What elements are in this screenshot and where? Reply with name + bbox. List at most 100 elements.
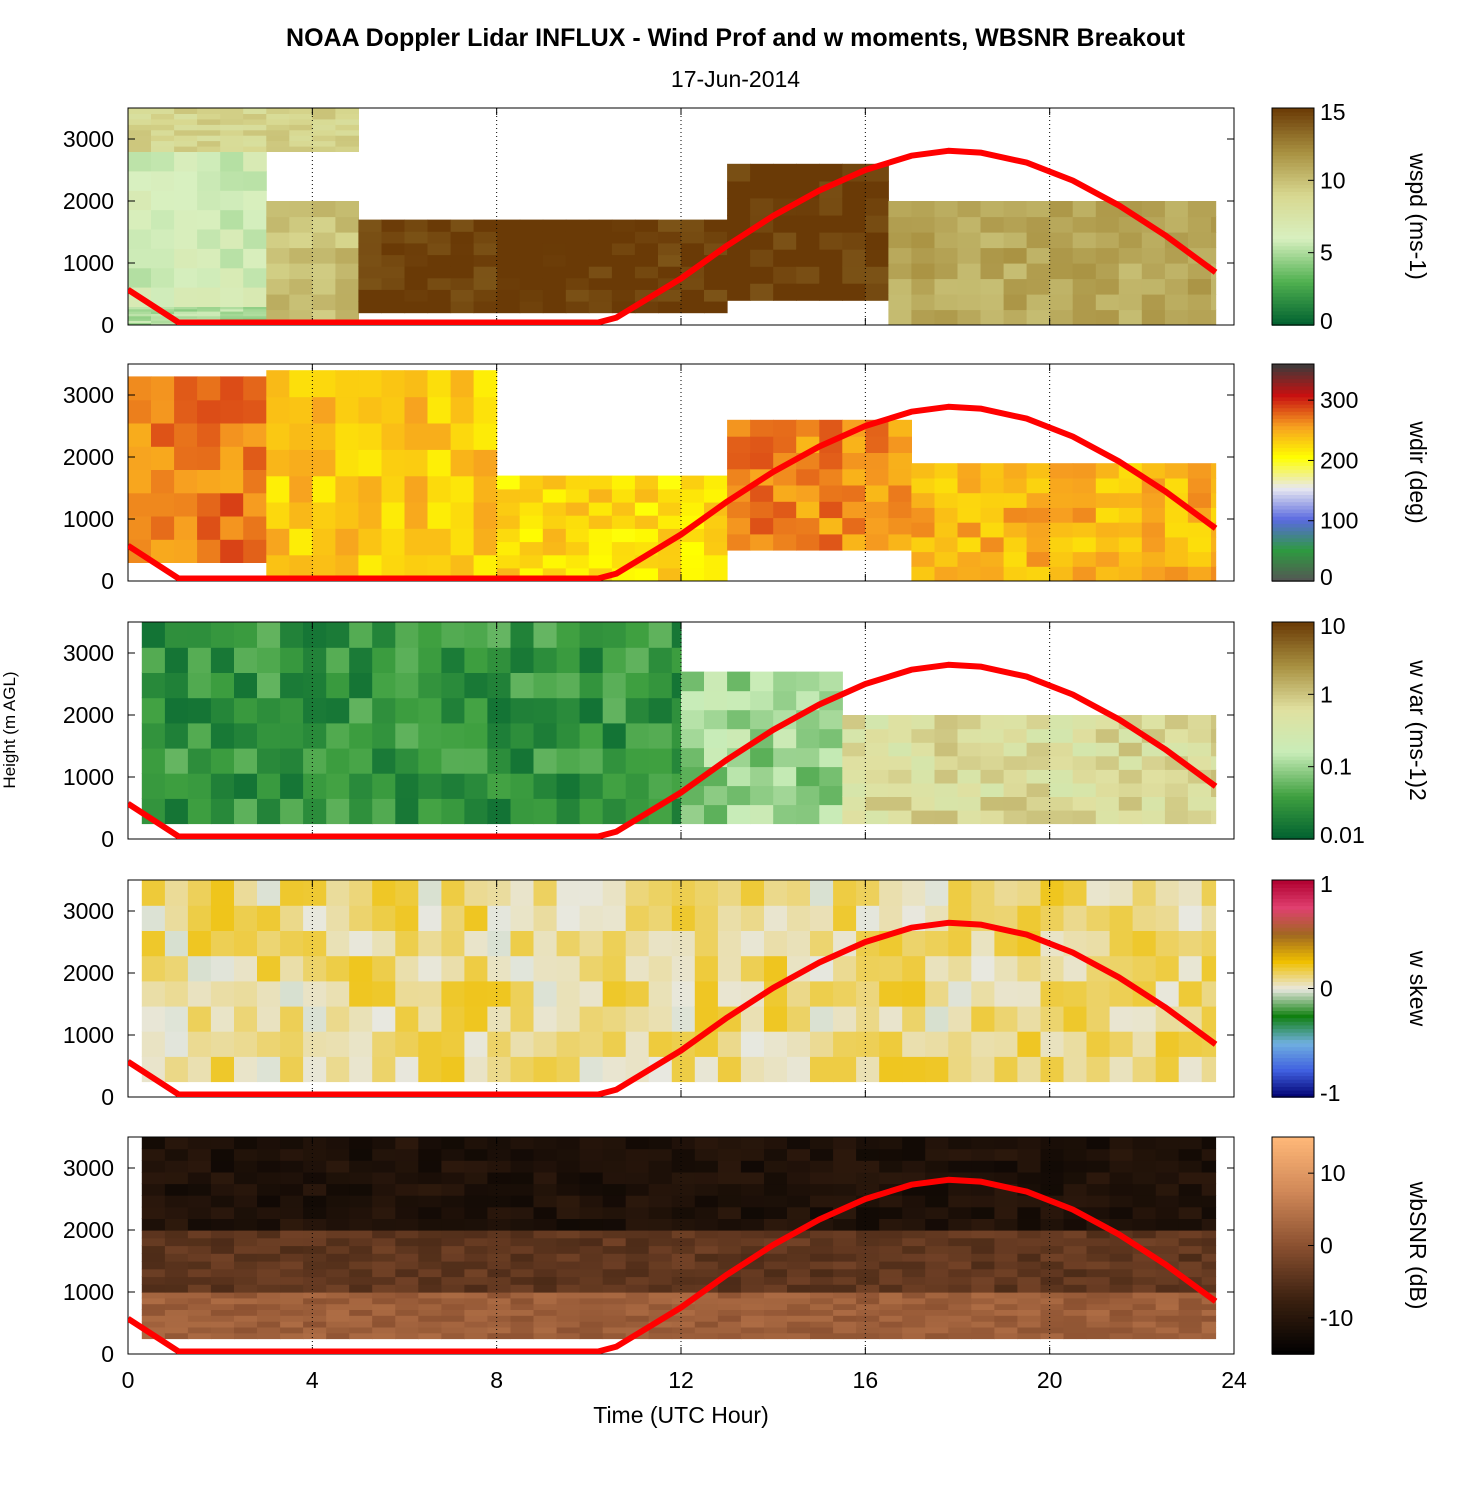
colorbar-swatch <box>1272 385 1314 391</box>
heatmap-cell <box>418 1292 442 1299</box>
heatmap-cell <box>510 1031 535 1057</box>
heatmap-cell <box>243 313 267 317</box>
heatmap-cell <box>312 146 336 152</box>
colorbar-swatch <box>1272 202 1314 207</box>
heatmap-cell <box>257 1206 281 1219</box>
heatmap-cell <box>902 1206 926 1219</box>
colorbar-swatch <box>1272 1223 1314 1229</box>
heatmap-cell <box>1017 1160 1041 1173</box>
heatmap-cell <box>280 905 304 931</box>
heatmap-cell <box>1017 1321 1041 1328</box>
heatmap-cell <box>819 785 843 806</box>
y-tick-label: 3000 <box>63 898 114 924</box>
heatmap-cell <box>533 747 558 774</box>
heatmap-cell <box>611 488 636 503</box>
heatmap-cell <box>312 422 336 450</box>
heatmap-cell <box>335 370 359 398</box>
heatmap-cell <box>450 277 475 290</box>
heatmap-cell <box>141 1326 166 1334</box>
heatmap-cell <box>1095 247 1120 264</box>
heatmap-cell <box>1109 1326 1134 1334</box>
heatmap-cell <box>602 1245 627 1254</box>
heatmap-cell <box>533 672 558 699</box>
heatmap-cell <box>717 1309 742 1316</box>
heatmap-cell <box>1155 1031 1180 1057</box>
heatmap-cell <box>1178 980 1203 1007</box>
colorbar-swatch <box>1272 1147 1314 1153</box>
heatmap-cell <box>925 1005 949 1032</box>
heatmap-cell <box>787 1171 811 1185</box>
heatmap-cell <box>579 798 604 825</box>
heatmap-cell <box>358 475 382 503</box>
heatmap-cell <box>694 1321 719 1328</box>
heatmap-cell <box>810 1253 834 1262</box>
heatmap-cell <box>796 283 820 301</box>
colorbar-swatch <box>1272 241 1314 247</box>
heatmap-cell <box>658 488 682 503</box>
heatmap-cell <box>257 880 281 906</box>
colorbar-swatch <box>1272 919 1314 925</box>
colorbar-swatch <box>1272 716 1314 721</box>
heatmap-cell <box>464 1160 488 1173</box>
heatmap-cell <box>1155 1303 1180 1310</box>
heatmap-cell <box>234 1309 258 1316</box>
heatmap-cell <box>865 197 889 216</box>
colorbar-swatch <box>1272 1035 1314 1040</box>
heatmap-cell <box>326 1253 350 1262</box>
colorbar-swatch <box>1272 198 1314 203</box>
heatmap-cell <box>740 1171 765 1185</box>
colorbar-swatch <box>1272 752 1314 757</box>
heatmap-cell <box>128 469 152 494</box>
heatmap-cell <box>694 1326 719 1334</box>
heatmap-cell <box>556 980 581 1007</box>
heatmap-cell <box>810 1309 834 1316</box>
heatmap-cell <box>395 1321 419 1328</box>
heatmap-cell <box>856 1056 880 1083</box>
heatmap-cell <box>810 1315 834 1322</box>
heatmap-cell <box>187 1315 212 1322</box>
colorbar-swatch <box>1272 984 1314 990</box>
colorbar-swatch <box>1272 788 1314 793</box>
heatmap-cell <box>280 1183 304 1196</box>
heatmap-cell <box>487 622 511 648</box>
colorbar-tick-label: 0.01 <box>1320 822 1365 848</box>
heatmap-cell <box>957 216 982 233</box>
heatmap-cell <box>925 1183 949 1196</box>
colorbar-swatch <box>1272 723 1314 728</box>
heatmap-cell <box>210 955 235 982</box>
heatmap-cell <box>404 370 429 398</box>
heatmap-cell <box>833 1005 857 1032</box>
heatmap-cell <box>210 1148 235 1161</box>
heatmap-cell <box>787 1326 811 1334</box>
heatmap-cell <box>381 528 406 556</box>
heatmap-cell <box>740 1160 765 1173</box>
heatmap-cell <box>787 1321 811 1328</box>
heatmap-cell <box>326 955 350 982</box>
heatmap-cell <box>980 742 1005 757</box>
heatmap-cell <box>220 315 244 319</box>
colorbar-swatch <box>1272 1158 1314 1164</box>
colorbar-swatch <box>1272 403 1314 409</box>
heatmap-cell <box>151 170 175 191</box>
heatmap-cell <box>694 1276 719 1285</box>
heatmap-cell <box>694 1171 719 1185</box>
heatmap-cell <box>879 1261 903 1270</box>
heatmap-cell <box>902 955 926 982</box>
heatmap-cell <box>128 267 152 288</box>
heatmap-cell <box>418 1230 442 1239</box>
heatmap-cell <box>588 541 613 556</box>
heatmap-cell <box>764 1056 788 1083</box>
heatmap-cell <box>1049 463 1074 479</box>
colorbar-swatch <box>1272 1137 1314 1142</box>
heatmap-cell <box>187 1218 212 1231</box>
heatmap-cell <box>418 1148 442 1161</box>
heatmap-cell <box>519 515 544 529</box>
heatmap-cell <box>210 1056 235 1083</box>
heatmap-cell <box>1201 1218 1217 1231</box>
heatmap-cell <box>602 1321 627 1328</box>
heatmap-cell <box>326 1303 350 1310</box>
heatmap-cell <box>911 263 935 280</box>
heatmap-cell <box>865 796 889 811</box>
heatmap-cell <box>1086 1268 1111 1278</box>
heatmap-cell <box>1109 1297 1134 1305</box>
